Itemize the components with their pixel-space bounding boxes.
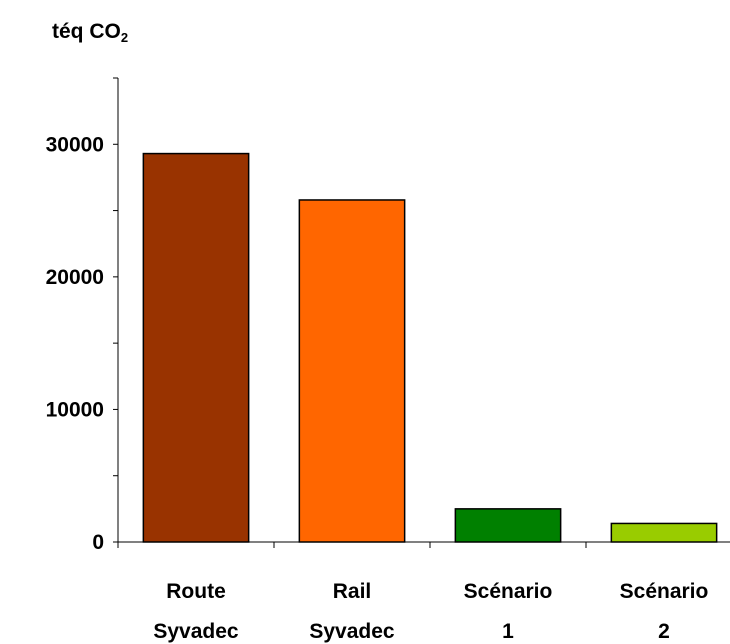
bars bbox=[142, 152, 718, 543]
bar bbox=[142, 152, 250, 543]
x-category-label: Syvadec bbox=[309, 620, 395, 643]
y-tick-label: 30000 bbox=[46, 133, 104, 156]
bar bbox=[298, 199, 406, 543]
x-category-label: Rail bbox=[333, 580, 372, 603]
y-tick-label: 20000 bbox=[46, 266, 104, 289]
y-ticks: 0 10000 20000 30000 bbox=[46, 77, 118, 554]
x-category-label: 2 bbox=[658, 620, 670, 643]
y-tick-label: 10000 bbox=[46, 398, 104, 421]
y-axis-unit-label: téq CO2 bbox=[52, 20, 129, 45]
x-category-label: Scénario bbox=[464, 580, 553, 603]
y-tick-label: 0 bbox=[92, 531, 104, 554]
x-category-label: 1 bbox=[502, 620, 514, 643]
x-category-label: Syvadec bbox=[153, 620, 239, 643]
x-labels: Route Syvadec Rail Syvadec Scénario 1 Scénario… bbox=[153, 580, 708, 643]
x-category-label: Scénario bbox=[620, 580, 709, 603]
bar bbox=[610, 522, 718, 543]
x-category-label: Route bbox=[166, 580, 226, 603]
bar bbox=[454, 508, 562, 543]
